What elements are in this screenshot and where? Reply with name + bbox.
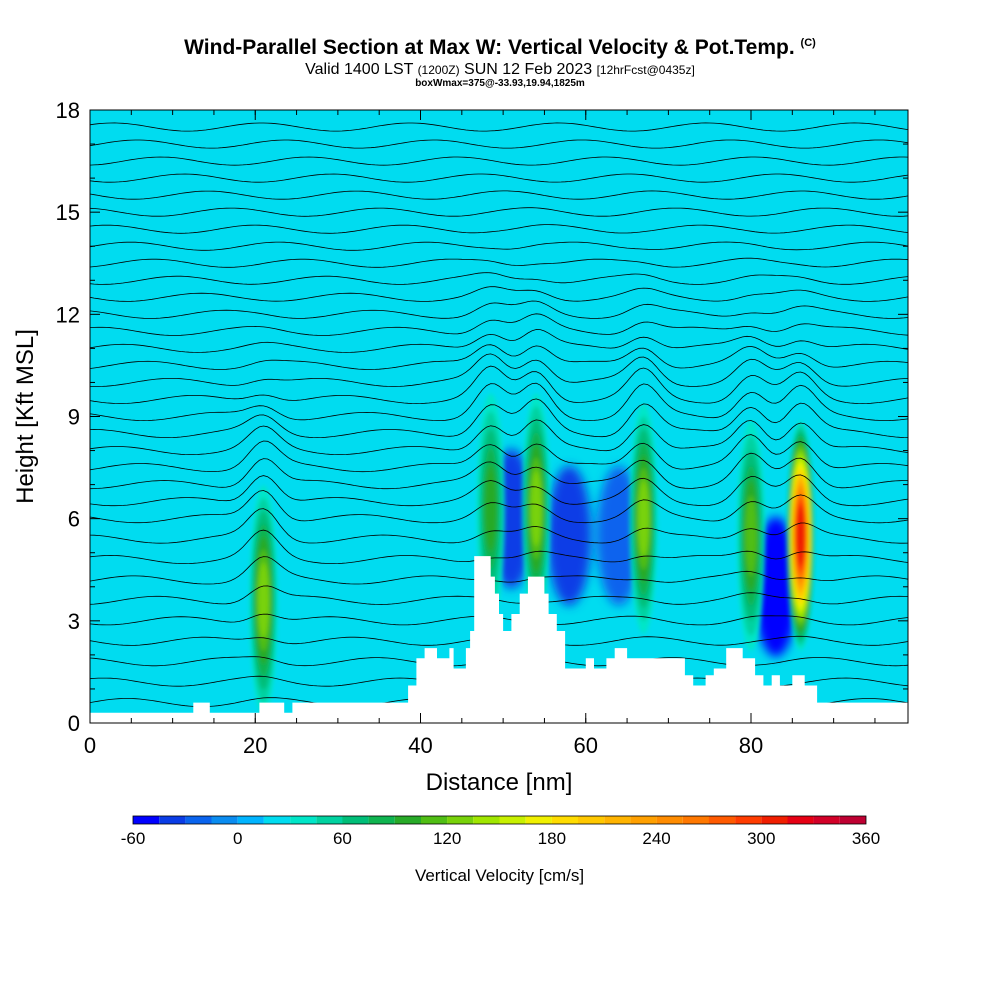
colorbar-tick-label: -60 bbox=[121, 829, 146, 848]
updraft-core bbox=[796, 505, 806, 566]
theta-contour-line bbox=[90, 156, 908, 166]
theta-contour-line bbox=[90, 344, 908, 370]
theta-contour-line bbox=[90, 286, 908, 302]
colorbar-swatch bbox=[316, 816, 343, 824]
colorbar-swatch bbox=[499, 816, 526, 824]
colorbar-swatch bbox=[787, 816, 814, 824]
theta-contour-line bbox=[90, 173, 908, 183]
colorbar-swatch bbox=[447, 816, 474, 824]
theta-contour-line bbox=[90, 272, 908, 285]
theta-contour-line bbox=[90, 365, 908, 405]
colorbar-tick-label: 0 bbox=[233, 829, 242, 848]
colorbar-swatch bbox=[813, 816, 840, 824]
updraft-core bbox=[530, 470, 542, 547]
valid-time-line: Valid 1400 LST (1200Z) SUN 12 Feb 2023 [… bbox=[305, 61, 695, 78]
theta-contour-line bbox=[90, 224, 908, 234]
colorbar-swatch bbox=[237, 816, 264, 824]
x-tick-label: 0 bbox=[84, 733, 96, 758]
colorbar-swatch bbox=[604, 816, 631, 824]
colorbar-swatch bbox=[421, 816, 448, 824]
colorbar-swatch bbox=[159, 816, 186, 824]
theta-contour-line bbox=[90, 139, 908, 149]
theta-contour-line bbox=[90, 300, 908, 319]
colorbar-swatch bbox=[708, 816, 736, 824]
colorbar-tick-label: 360 bbox=[852, 829, 880, 848]
box-wmax-info: boxWmax=375@-33.93,19.94,1825m bbox=[415, 78, 585, 89]
y-axis-title: Height [Kft MSL] bbox=[12, 329, 39, 504]
downdraft-core bbox=[547, 465, 592, 606]
colorbar-tick-label: 120 bbox=[433, 829, 461, 848]
theta-contour-line bbox=[90, 329, 908, 353]
theta-contour-line bbox=[90, 241, 908, 251]
theta-contour-line bbox=[90, 419, 908, 455]
y-tick-label: 12 bbox=[56, 302, 80, 327]
updraft-core bbox=[484, 465, 497, 552]
colorbar-swatch bbox=[473, 816, 500, 824]
theta-contour-line bbox=[90, 452, 908, 490]
colorbar-tick-label: 240 bbox=[642, 829, 670, 848]
theta-contour-line bbox=[90, 434, 908, 473]
y-tick-label: 15 bbox=[56, 200, 80, 225]
updraft-core bbox=[745, 495, 757, 576]
x-axis-title: Distance [nm] bbox=[426, 769, 573, 796]
colorbar-swatch bbox=[368, 816, 395, 824]
colorbar-swatch bbox=[656, 816, 683, 824]
colorbar-tick-label: 180 bbox=[538, 829, 566, 848]
colorbar-swatch bbox=[133, 816, 160, 824]
colorbar-swatch bbox=[185, 816, 212, 824]
theta-contour-line bbox=[90, 382, 908, 422]
colorbar-swatch bbox=[290, 816, 317, 824]
colorbar-swatch bbox=[551, 816, 579, 824]
updraft-layer bbox=[249, 393, 815, 716]
theta-contour-line bbox=[90, 353, 908, 387]
colorbar-frame bbox=[132, 815, 867, 825]
colorbar-title: Vertical Velocity [cm/s] bbox=[415, 866, 584, 885]
colorbar-swatch bbox=[394, 816, 421, 824]
colorbar-swatch bbox=[682, 816, 709, 824]
theta-contour-line bbox=[90, 398, 908, 439]
theta-contour-line bbox=[90, 257, 908, 268]
x-tick-label: 40 bbox=[408, 733, 432, 758]
colorbar-swatch bbox=[630, 816, 657, 824]
theta-contour-line bbox=[90, 556, 908, 585]
y-tick-label: 9 bbox=[68, 405, 80, 430]
chart-title: Wind-Parallel Section at Max W: Vertical… bbox=[184, 36, 816, 59]
colorbar-tick-label: 60 bbox=[333, 829, 352, 848]
theta-contour-line bbox=[90, 207, 908, 217]
colorbar-swatch bbox=[211, 816, 238, 824]
theta-contour-line bbox=[90, 190, 908, 200]
theta-contour-line bbox=[90, 529, 908, 564]
y-tick-label: 0 bbox=[68, 711, 80, 736]
theta-contour-line bbox=[90, 490, 908, 524]
colorbar-swatch bbox=[735, 816, 762, 824]
x-tick-label: 20 bbox=[243, 733, 267, 758]
colorbar-tick-label: 300 bbox=[747, 829, 775, 848]
x-tick-label: 80 bbox=[739, 733, 763, 758]
y-tick-label: 6 bbox=[68, 507, 80, 532]
colorbar-swatch bbox=[342, 816, 369, 824]
x-tick-label: 60 bbox=[574, 733, 598, 758]
y-tick-label: 18 bbox=[56, 98, 80, 123]
colorbar-swatch bbox=[263, 816, 291, 824]
terrain bbox=[90, 556, 908, 723]
updraft-core bbox=[258, 562, 269, 639]
colorbar-swatch bbox=[839, 816, 866, 824]
colorbar-swatch bbox=[525, 816, 552, 824]
theta-contour-line bbox=[90, 122, 908, 132]
y-tick-label: 3 bbox=[68, 609, 80, 634]
theta-contour-line bbox=[90, 508, 908, 544]
colorbar-swatch bbox=[578, 816, 605, 824]
colorbar-swatch bbox=[761, 816, 788, 824]
theta-contour-line bbox=[90, 313, 908, 336]
theta-contour-line bbox=[90, 474, 908, 507]
theta-contours bbox=[90, 122, 908, 708]
updraft-core bbox=[638, 480, 650, 557]
